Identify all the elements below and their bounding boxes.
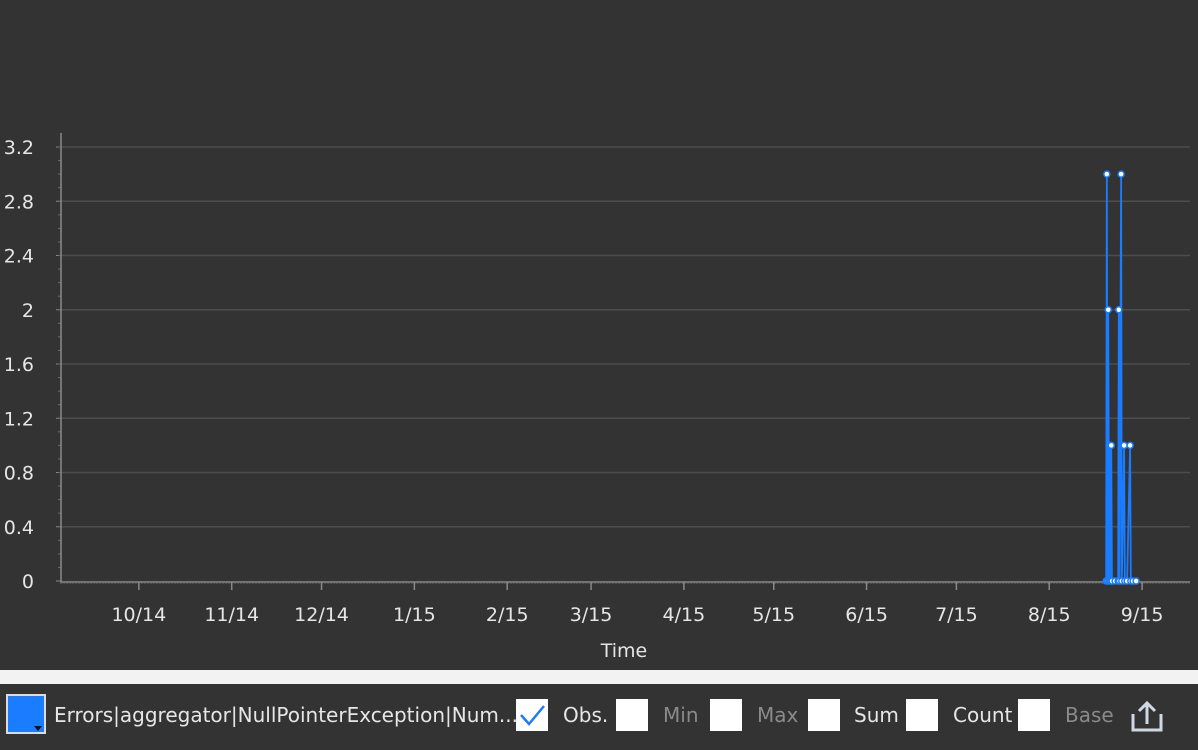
y-tick-label: 0: [22, 571, 34, 593]
legend-bar: Errors|aggregator|NullPointerException|N…: [0, 684, 1198, 750]
x-tick-label: 3/15: [570, 604, 613, 626]
y-tick-label: 2.8: [4, 191, 34, 213]
series-color-picker[interactable]: [6, 694, 46, 734]
line-chart: 0 0.4 0.8 1.2 1.6 2 2.4 2.8 3.2 10/14 11/14 12/14 1/…: [4, 133, 1190, 662]
y-tick-label: 2: [22, 300, 34, 322]
count-label: Count: [953, 703, 1013, 727]
y-tick-label: 1.6: [4, 354, 34, 376]
x-tick-label: 6/15: [845, 604, 888, 626]
export-icon: [1131, 700, 1163, 732]
base-checkbox[interactable]: [1018, 699, 1050, 731]
x-axis-title: Time: [600, 640, 648, 662]
x-tick-label: 12/14: [294, 604, 349, 626]
series-label: Errors|aggregator|NullPointerException|N…: [54, 703, 518, 727]
y-tick-label: 1.2: [4, 408, 34, 430]
data-point: [1107, 441, 1115, 450]
data-point: [1126, 441, 1134, 450]
chart-area: 0 0.4 0.8 1.2 1.6 2 2.4 2.8 3.2 10/14 11/14 12/14 1/…: [4, 133, 1190, 662]
data-point: [1115, 306, 1123, 314]
data-point: [1117, 170, 1125, 178]
x-tick-label: 7/15: [935, 604, 978, 626]
data-point: [1132, 577, 1140, 585]
base-label: Base: [1065, 703, 1114, 727]
max-label: Max: [757, 703, 799, 727]
dropdown-arrow-icon: [34, 726, 42, 731]
series-line: [1105, 174, 1137, 582]
x-tick-label: 11/14: [204, 604, 259, 626]
x-tick-label: 8/15: [1028, 604, 1071, 626]
count-checkbox[interactable]: [906, 699, 938, 731]
data-point: [1104, 306, 1112, 314]
x-tick-label: 2/15: [486, 604, 529, 626]
checkmark-icon: [520, 705, 545, 726]
x-tick-label: 5/15: [752, 604, 795, 626]
data-point: [1103, 170, 1111, 178]
obs-checkbox[interactable]: [516, 699, 548, 731]
y-tick-label: 0.8: [4, 463, 34, 485]
x-tick-label: 1/15: [393, 604, 436, 626]
max-checkbox[interactable]: [710, 699, 742, 731]
min-label: Min: [663, 703, 699, 727]
y-tick-label: 0.4: [4, 517, 34, 539]
data-point: [1120, 441, 1128, 450]
obs-label: Obs.: [563, 703, 609, 727]
export-button[interactable]: [1127, 698, 1167, 736]
min-checkbox[interactable]: [616, 699, 648, 731]
x-tick-label: 9/15: [1121, 604, 1164, 626]
x-tick-label: 10/14: [111, 604, 166, 626]
separator: [0, 670, 1198, 684]
sum-checkbox[interactable]: [808, 699, 840, 731]
x-tick-label: 4/15: [663, 604, 706, 626]
y-tick-label: 3.2: [4, 137, 34, 159]
sum-label: Sum: [854, 703, 899, 727]
y-tick-label: 2.4: [4, 246, 34, 268]
